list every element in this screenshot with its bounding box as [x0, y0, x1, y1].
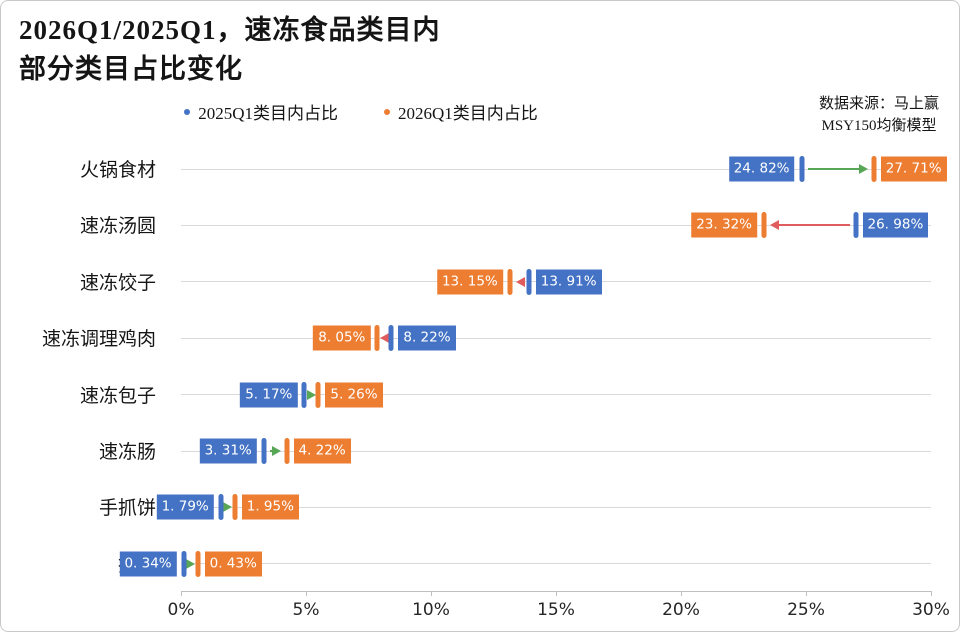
x-axis-tick — [806, 591, 807, 596]
row-gridline — [181, 337, 931, 339]
marker-2026q1 — [761, 212, 767, 239]
change-arrow-line — [269, 450, 272, 452]
row-gridline — [181, 168, 931, 170]
data-source-line2: MSY150均衡模型 — [821, 118, 937, 134]
value-label-2025q1: 1. 79% — [156, 494, 214, 520]
x-axis-tick-label: 15% — [537, 600, 575, 620]
value-label-2025q1: 8. 22% — [398, 325, 456, 351]
row-gridline — [181, 224, 931, 226]
row-gridline — [181, 506, 931, 508]
category-label: 火锅食材 — [79, 159, 156, 181]
marker-2025q1 — [181, 550, 187, 577]
legend-label-2025q1: 2025Q1类目内占比 — [198, 104, 338, 123]
value-label-2025q1: 0. 34% — [119, 551, 177, 577]
category-label: 速冻包子 — [79, 385, 156, 407]
x-axis-tick-label: 30% — [912, 600, 950, 620]
category-label: 手抓饼 — [98, 498, 156, 520]
change-arrow-head-right — [306, 389, 316, 400]
legend-item-2026q1: 2026Q1类目内占比 — [384, 99, 538, 124]
chart-title-line2: 部分类目占比变化 — [19, 54, 243, 84]
category-label: 速冻汤圆 — [79, 216, 156, 238]
marker-2026q1 — [871, 156, 877, 182]
x-axis-tick-label: 20% — [662, 600, 700, 620]
marker-2025q1 — [388, 325, 394, 352]
marker-2025q1 — [261, 438, 267, 464]
marker-2026q1 — [374, 325, 380, 352]
change-arrow-line — [807, 168, 859, 170]
change-arrow-head-left — [515, 276, 525, 287]
chart-title-line1: 2026Q1/2025Q1，速冻食品类目内 — [19, 15, 441, 45]
chart-title: 2026Q1/2025Q1，速冻食品类目内 部分类目占比变化 — [19, 11, 441, 89]
value-label-2026q1: 8. 05% — [313, 325, 371, 351]
x-axis-tick — [681, 591, 682, 596]
marker-2025q1 — [853, 212, 858, 239]
x-axis-tick — [556, 591, 557, 596]
data-source-note: 数据来源：马上赢 MSY150均衡模型 — [819, 93, 939, 137]
marker-2025q1 — [799, 156, 804, 182]
x-axis-tick-label: 0% — [167, 600, 195, 620]
marker-2026q1 — [195, 550, 201, 577]
change-arrow-head-right — [271, 446, 281, 456]
legend-label-2026q1: 2026Q1类目内占比 — [398, 104, 538, 123]
value-label-2026q1: 1. 95% — [241, 494, 299, 520]
legend: 2025Q1类目内占比 2026Q1类目内占比 — [1, 99, 721, 124]
change-arrow-line — [779, 224, 850, 227]
value-label-2025q1: 26. 98% — [862, 212, 929, 238]
change-arrow-head-right — [223, 502, 233, 513]
data-source-line1: 数据来源：马上赢 — [818, 96, 939, 112]
value-label-2026q1: 0. 43% — [204, 551, 262, 577]
row-gridline — [181, 394, 931, 396]
change-arrow-head-right — [186, 558, 196, 569]
value-label-2025q1: 13. 91% — [535, 269, 602, 295]
marker-2025q1 — [301, 381, 307, 408]
x-axis-tick — [181, 591, 182, 596]
x-axis-tick — [431, 591, 432, 596]
value-label-2025q1: 24. 82% — [728, 156, 795, 182]
value-label-2025q1: 3. 31% — [199, 438, 257, 464]
marker-2026q1 — [284, 438, 289, 464]
value-label-2025q1: 5. 17% — [240, 382, 298, 408]
legend-dot-2026q1-icon — [384, 108, 390, 115]
change-arrow-head-right — [858, 164, 868, 174]
category-label: 速冻饺子 — [79, 272, 156, 294]
marker-2026q1 — [507, 268, 513, 295]
value-label-2026q1: 27. 71% — [880, 156, 947, 182]
marker-2026q1 — [315, 381, 321, 408]
x-axis-tick-label: 25% — [787, 600, 825, 620]
change-arrow-head-left — [770, 220, 779, 231]
row-gridline — [181, 450, 931, 452]
x-axis-tick — [931, 591, 932, 596]
value-label-2026q1: 4. 22% — [293, 438, 351, 464]
x-axis-tick-label: 5% — [292, 600, 320, 620]
x-axis-tick — [306, 591, 307, 596]
value-label-2026q1: 13. 15% — [436, 269, 503, 295]
legend-item-2025q1: 2025Q1类目内占比 — [184, 99, 338, 124]
value-label-2026q1: 23. 32% — [691, 212, 757, 238]
change-arrow-head-left — [379, 333, 389, 344]
x-axis-tick-label: 10% — [412, 600, 450, 620]
row-gridline — [181, 563, 931, 565]
marker-2025q1 — [526, 268, 532, 295]
marker-2026q1 — [232, 494, 238, 521]
value-label-2026q1: 5. 26% — [325, 382, 383, 408]
category-label: 速冻肠 — [98, 441, 156, 463]
marker-2025q1 — [218, 494, 224, 521]
legend-dot-2025q1-icon — [184, 108, 191, 115]
category-label: 速冻调理鸡肉 — [41, 329, 156, 351]
